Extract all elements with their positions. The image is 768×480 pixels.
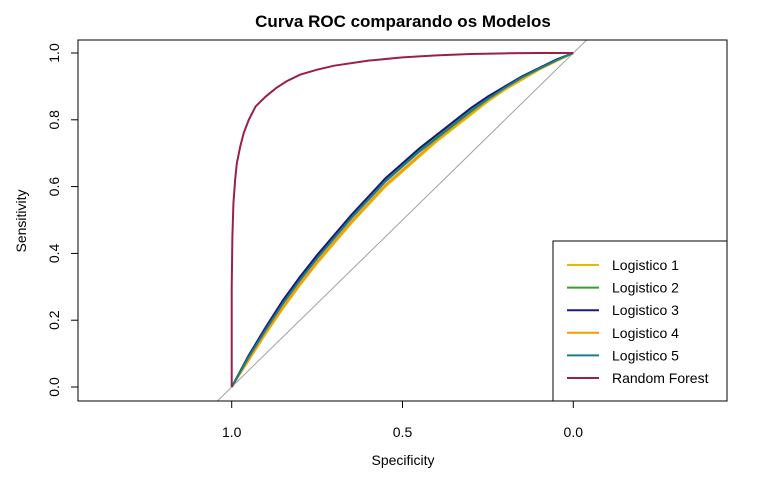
y-tick-label: 0.8 (46, 110, 62, 130)
legend: Logistico 1 Logistico 2 Logistico 3 Logisti… (552, 240, 728, 402)
legend-label-2: Logistico 2 (612, 280, 679, 296)
legend-label-4: Logistico 4 (612, 325, 679, 341)
legend-label-3: Logistico 3 (612, 302, 679, 318)
y-tick-label: 0.6 (46, 177, 62, 197)
y-tick-label: 1.0 (46, 43, 62, 63)
y-tick-label: 0.4 (46, 243, 62, 263)
series-line-6 (230, 52, 574, 387)
x-axis: 1.0 0.5 0.0 (222, 400, 584, 440)
y-tick-label: 0.0 (46, 377, 62, 397)
x-axis-label: Specificity (371, 452, 434, 468)
legend-label-1: Logistico 1 (612, 257, 679, 273)
legend-box (552, 240, 728, 402)
series-line-5 (230, 52, 574, 388)
y-axis: 0.0 0.2 0.4 0.6 0.8 1.0 (46, 43, 79, 397)
x-tick-label: 0.0 (564, 424, 584, 440)
chart-title: Curva ROC comparando os Modelos (255, 12, 551, 31)
x-tick-label: 1.0 (222, 424, 242, 440)
series-lines (230, 52, 574, 388)
y-axis-label: Sensitivity (13, 189, 29, 252)
reference-diagonal-line (216, 40, 588, 401)
y-tick-label: 0.2 (46, 310, 62, 330)
x-tick-label: 0.5 (393, 424, 413, 440)
legend-label-6: Random Forest (612, 370, 709, 386)
legend-label-5: Logistico 5 (612, 347, 679, 363)
